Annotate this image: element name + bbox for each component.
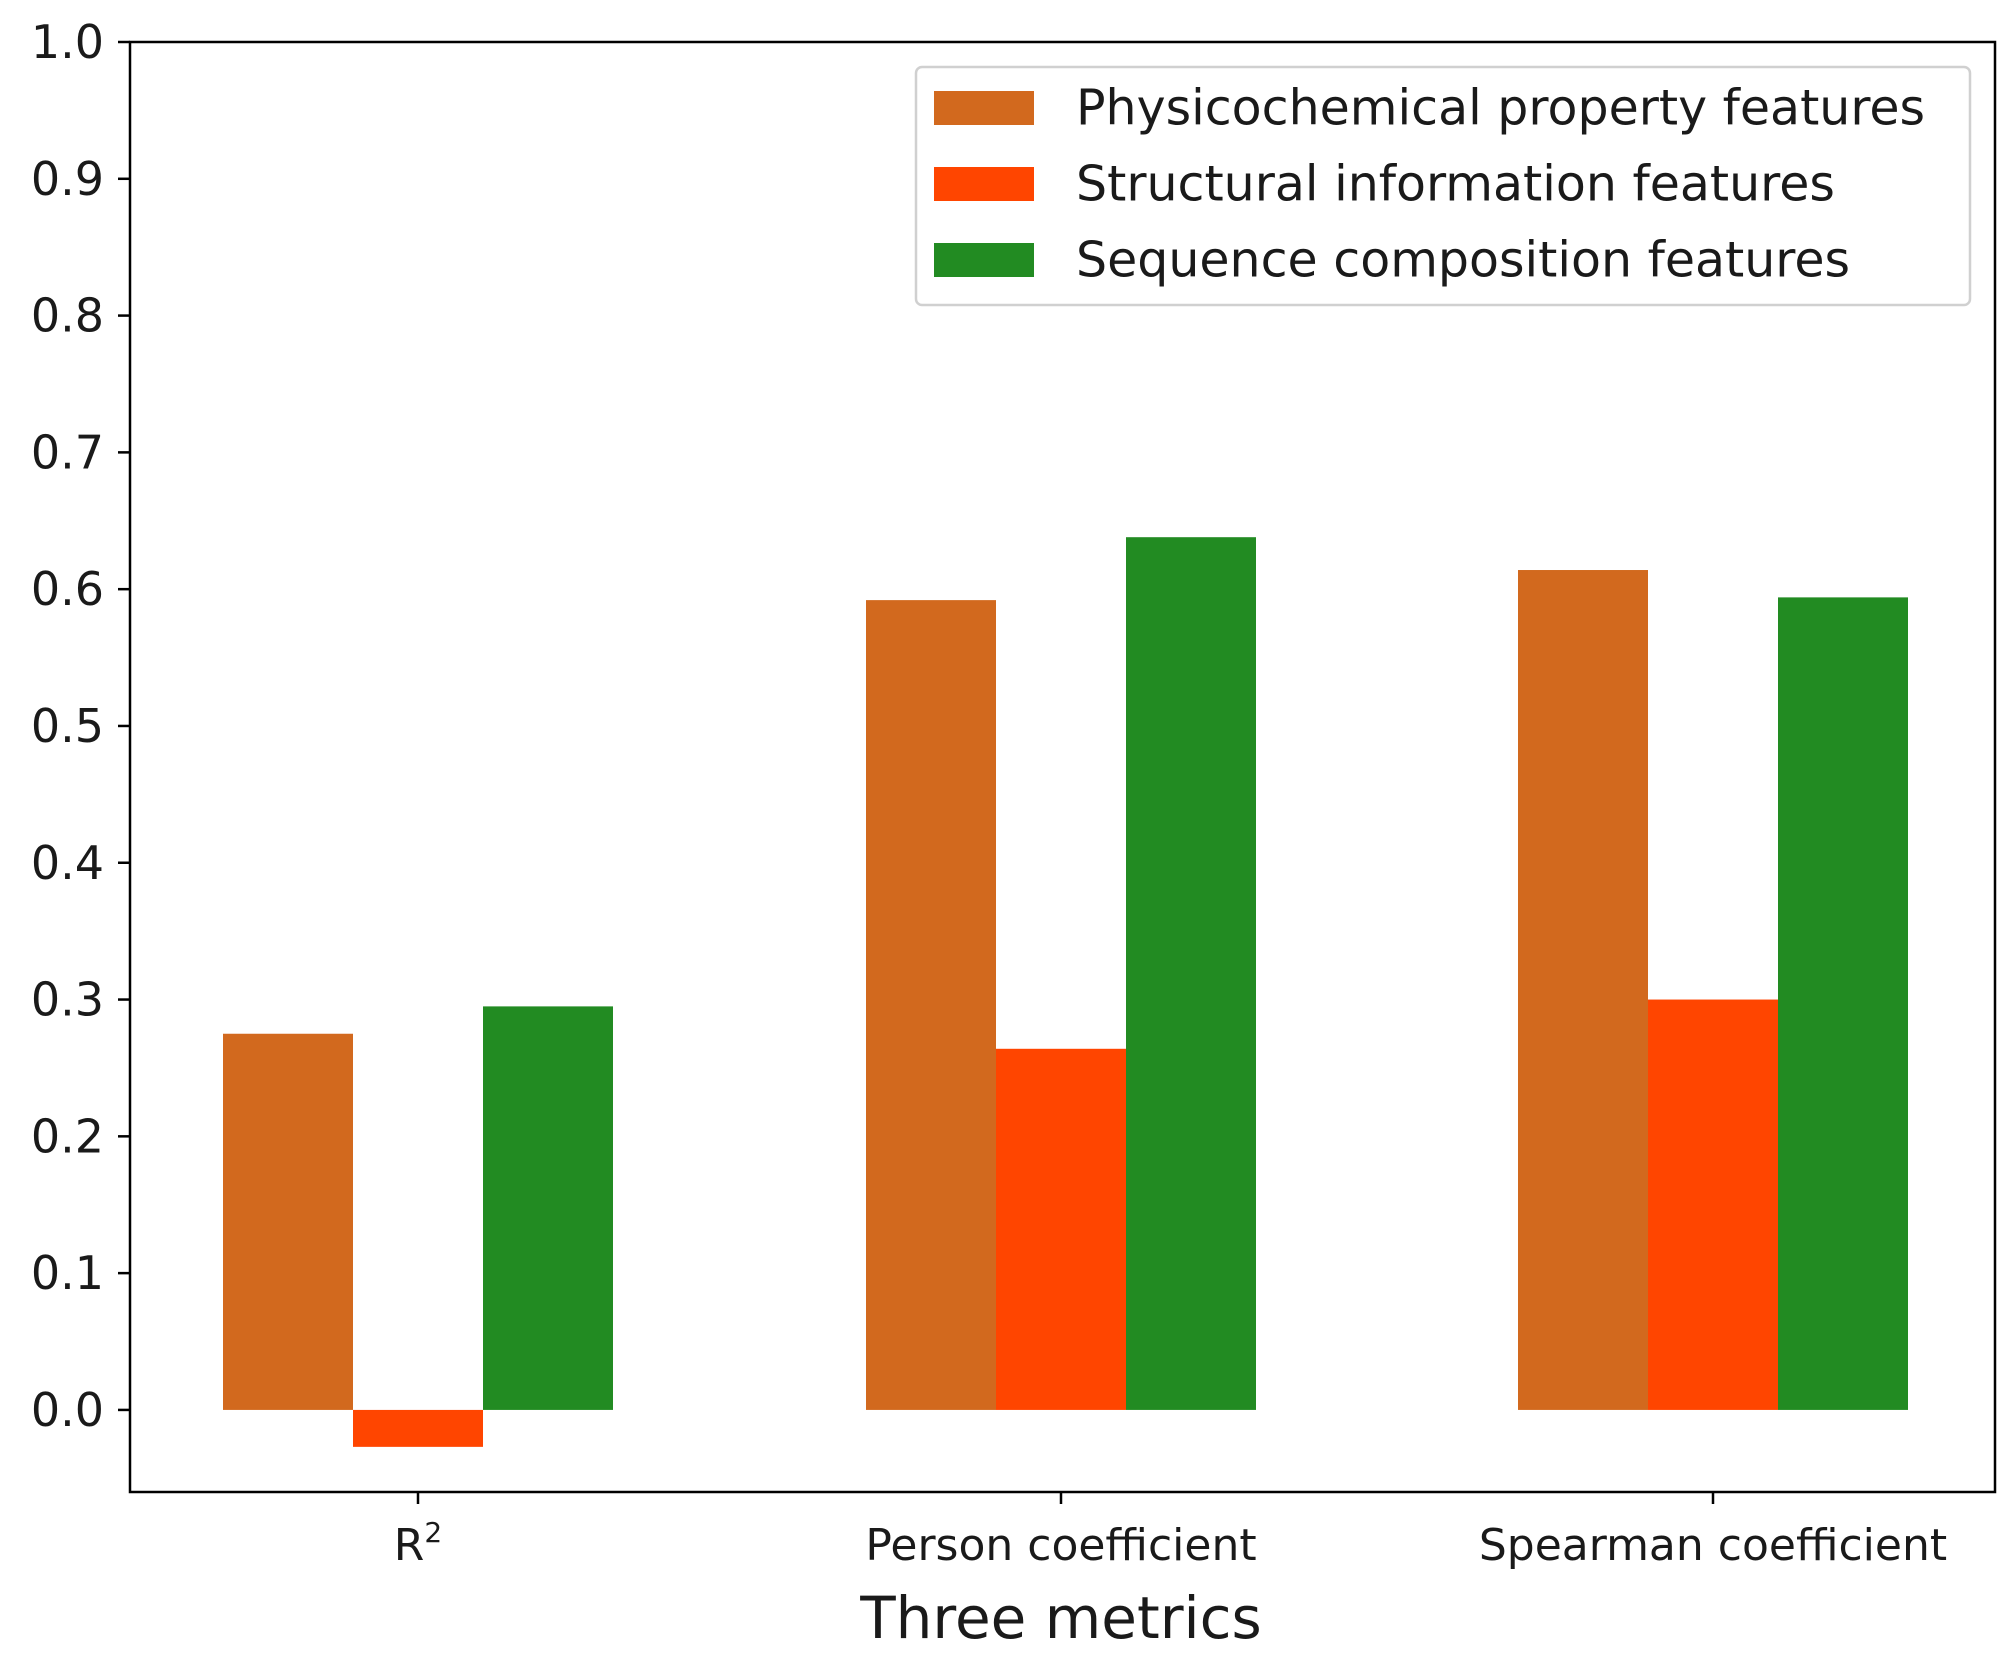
bar-2-1 xyxy=(1648,999,1778,1410)
bar-2-2 xyxy=(1778,597,1908,1410)
x-tick-label: R2 xyxy=(394,1516,442,1571)
y-tick-label: 0.3 xyxy=(31,973,104,1027)
legend-swatch xyxy=(934,91,1034,125)
bars-group xyxy=(223,537,1908,1447)
plot-frame xyxy=(128,40,1997,1494)
legend-label: Physicochemical property features xyxy=(1076,80,1925,137)
x-axis: R2 Person coefficient Spearman coefficient xyxy=(394,1492,1947,1571)
bar-1-0 xyxy=(866,600,996,1410)
legend-swatch xyxy=(934,243,1034,277)
y-axis: 0.0 0.1 0.2 0.3 0.4 0.5 0.6 0.7 0.8 0.9 1.0 xyxy=(31,15,130,1437)
bar-0-0 xyxy=(223,1033,353,1410)
y-tick-label: 0.2 xyxy=(31,1109,104,1163)
x-axis-label: Three metrics xyxy=(859,1584,1262,1652)
legend: Physicochemical property features Structu… xyxy=(914,65,1972,307)
legend-label: Structural information features xyxy=(1076,156,1835,213)
y-tick-label: 0.0 xyxy=(31,1383,104,1437)
y-tick-label: 0.6 xyxy=(31,562,104,616)
bar-0-2 xyxy=(483,1006,613,1410)
bar-2-0 xyxy=(1518,570,1648,1410)
bar-0-1 xyxy=(353,1409,483,1447)
y-tick-label: 0.1 xyxy=(31,1246,104,1300)
y-tick-label: 0.8 xyxy=(31,289,104,343)
bar-1-1 xyxy=(996,1048,1126,1410)
y-tick-label: 1.0 xyxy=(31,15,104,69)
x-tick-label: Person coefficient xyxy=(865,1520,1256,1571)
legend-box xyxy=(914,65,1972,307)
x-tick-superscript: 2 xyxy=(424,1516,442,1549)
legend-swatch xyxy=(934,167,1034,201)
y-tick-label: 0.5 xyxy=(31,699,104,753)
legend-label: Sequence composition features xyxy=(1076,232,1850,289)
x-tick-label: Spearman coefficient xyxy=(1479,1520,1947,1571)
y-tick-label: 0.4 xyxy=(31,836,104,890)
y-tick-label: 0.7 xyxy=(31,425,104,479)
y-tick-label: 0.9 xyxy=(31,152,104,206)
bar-1-2 xyxy=(1126,537,1256,1410)
